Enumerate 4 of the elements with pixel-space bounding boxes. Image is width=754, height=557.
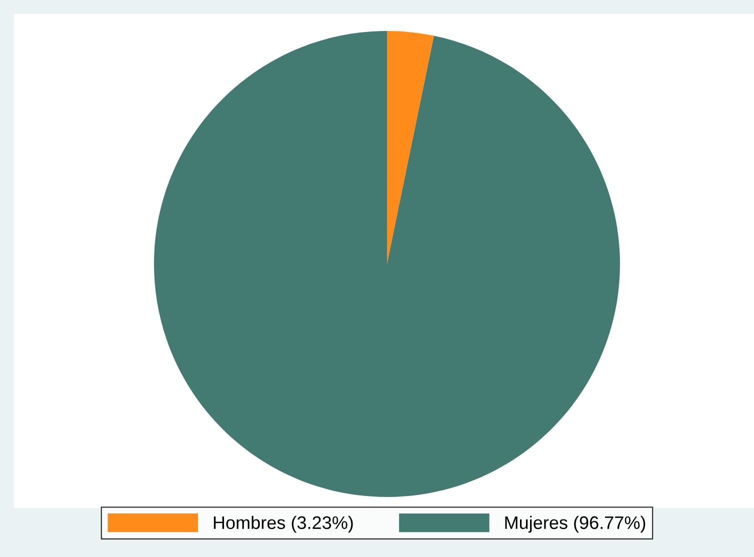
legend-label: Mujeres (96.77%) xyxy=(505,516,646,533)
pie-slice xyxy=(387,31,434,264)
legend-label: Hombres (3.23%) xyxy=(214,516,353,533)
pie-slice xyxy=(154,31,620,497)
